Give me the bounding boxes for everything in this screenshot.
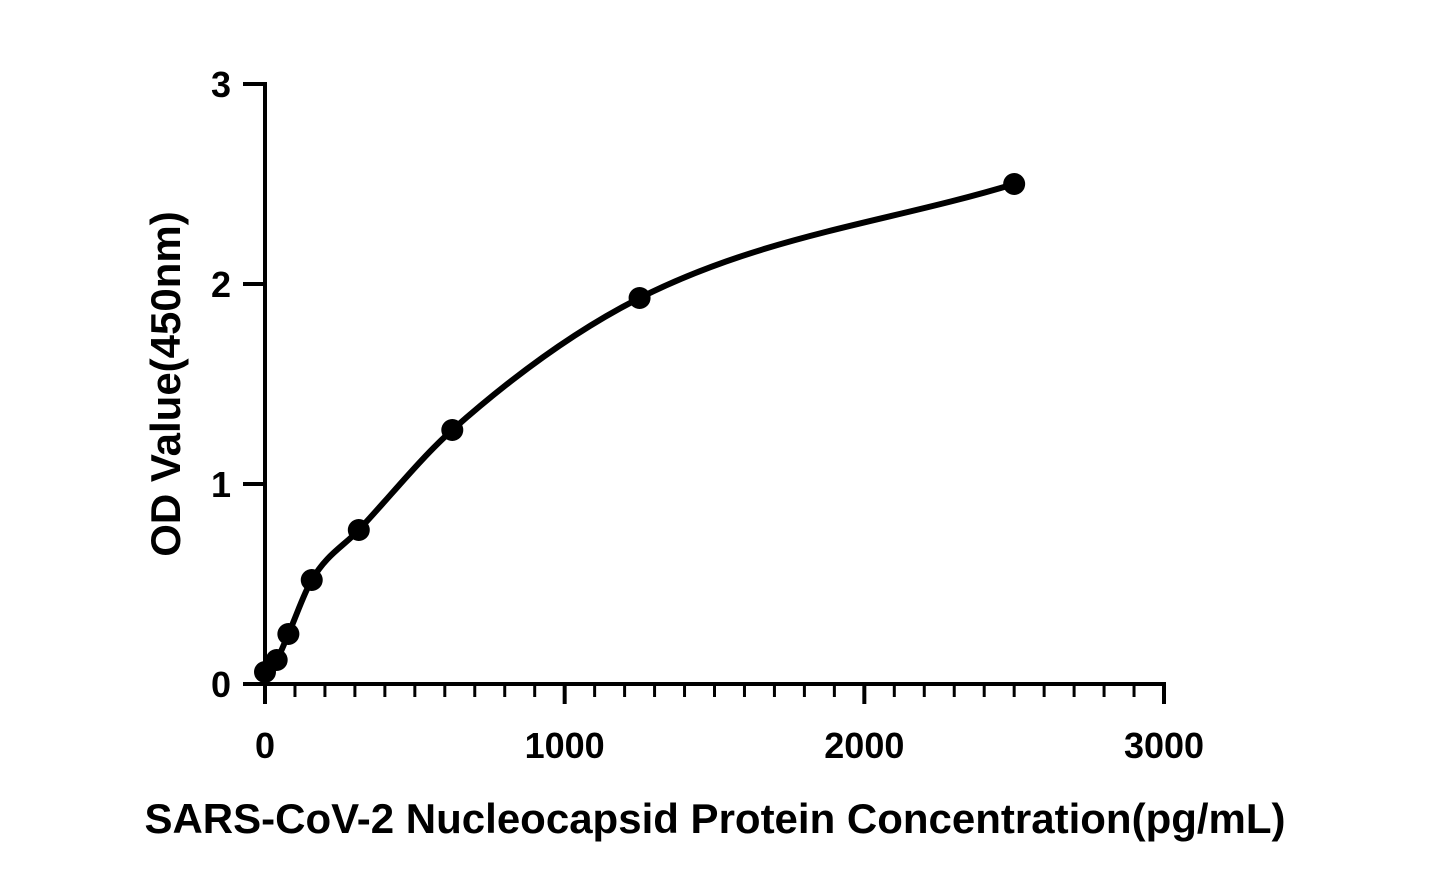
x-tick-label: 2000 [824, 725, 904, 766]
y-tick-label: 3 [211, 64, 231, 105]
data-points [254, 173, 1026, 683]
x-axis-title: SARS-CoV-2 Nucleocapsid Protein Concentr… [144, 795, 1285, 842]
data-point [277, 623, 300, 645]
y-axis-ticks: 0 1 2 3 [211, 64, 265, 705]
y-tick-label: 0 [211, 664, 231, 705]
x-tick-label: 0 [255, 725, 275, 766]
data-point [441, 419, 464, 441]
x-tick-label: 3000 [1124, 725, 1204, 766]
y-axis-title: OD Value(450nm) [142, 211, 189, 556]
data-point [347, 519, 370, 541]
x-tick-label: 1000 [525, 725, 605, 766]
data-point [265, 649, 288, 671]
axes [263, 82, 1166, 686]
y-tick-label: 2 [211, 264, 231, 305]
data-point [1003, 173, 1026, 195]
x-axis-ticks: 0 1000 2000 3000 [255, 684, 1204, 766]
data-point [300, 569, 323, 591]
fit-curve [262, 181, 1018, 675]
y-tick-label: 1 [211, 464, 231, 505]
data-point [628, 287, 651, 309]
